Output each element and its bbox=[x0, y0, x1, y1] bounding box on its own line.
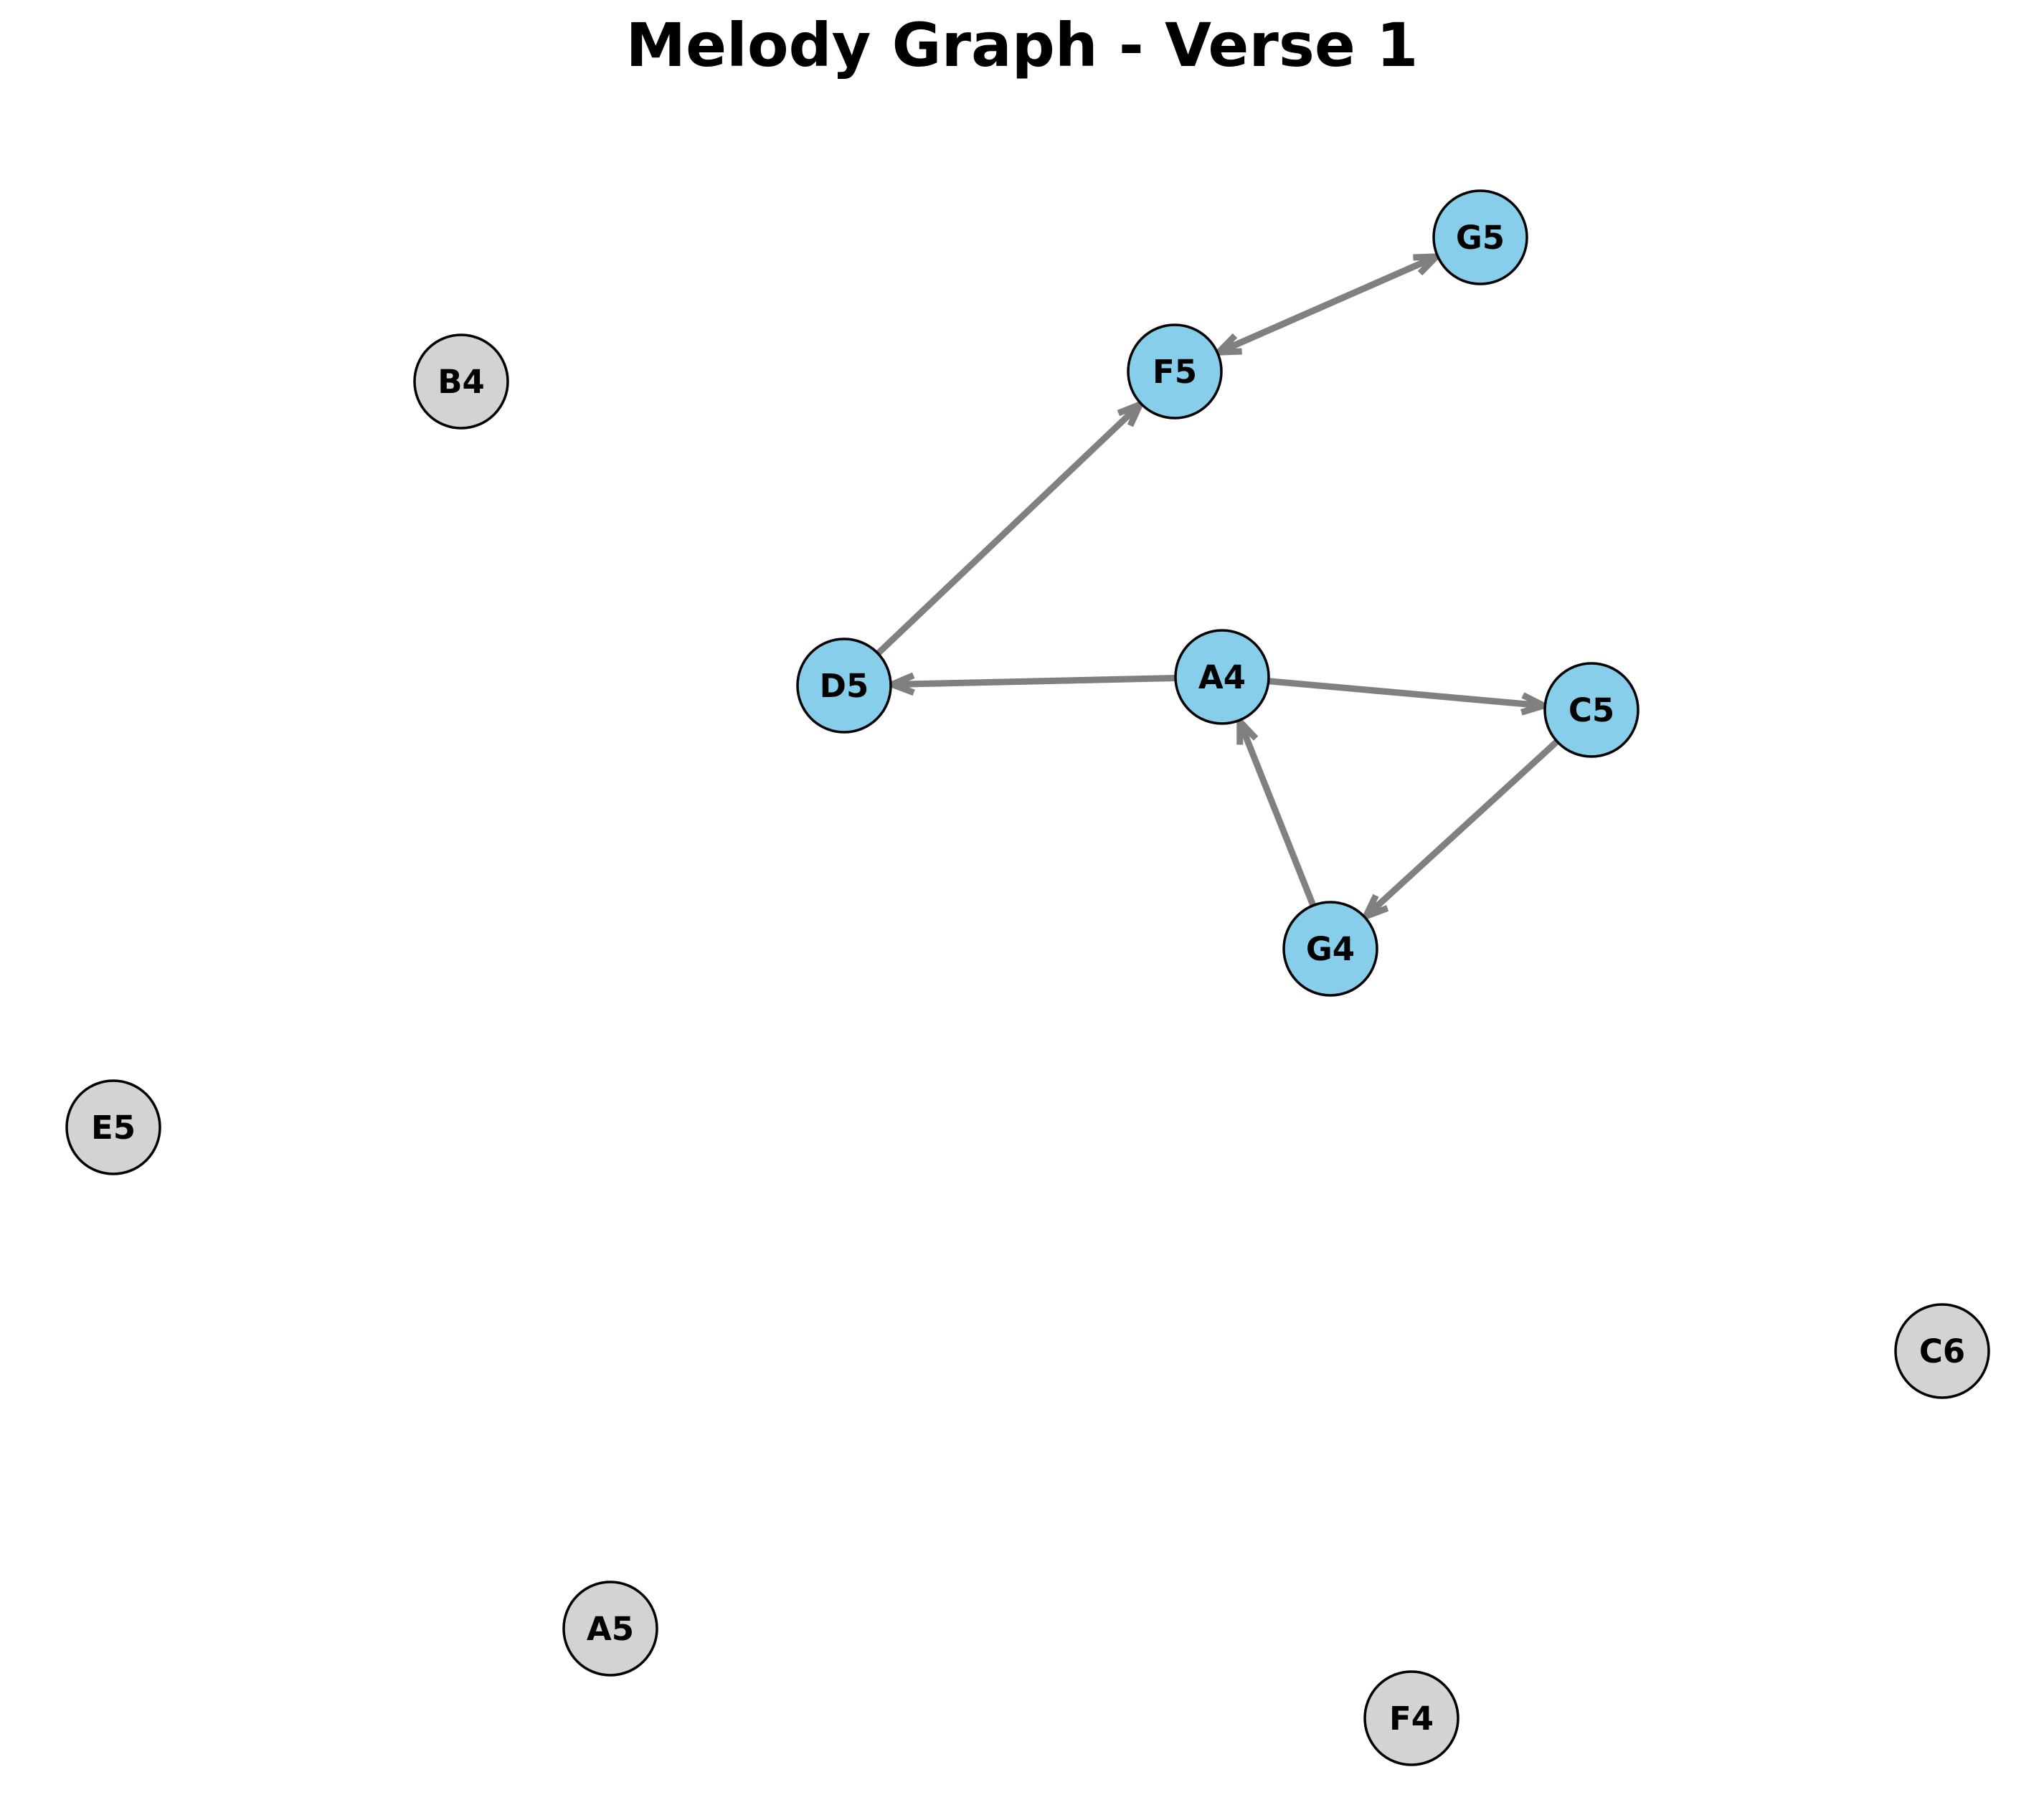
node-circle bbox=[1127, 323, 1223, 420]
edge-line bbox=[876, 407, 1137, 656]
node-G4: G4 bbox=[1282, 901, 1378, 997]
node-C6: C6 bbox=[1894, 1303, 1990, 1399]
node-label: C6 bbox=[1919, 1332, 1965, 1370]
node-circle bbox=[1543, 662, 1640, 758]
node-circle bbox=[65, 1079, 161, 1175]
edge-C5-G4 bbox=[1359, 739, 1560, 922]
node-C5: C5 bbox=[1543, 662, 1640, 758]
node-B4: B4 bbox=[413, 333, 509, 430]
edge-G4-A4 bbox=[1236, 713, 1317, 907]
node-label: B4 bbox=[437, 363, 485, 401]
node-D5: D5 bbox=[796, 638, 892, 734]
node-E5: E5 bbox=[65, 1079, 161, 1175]
edge-G5-F5 bbox=[1211, 253, 1439, 356]
arrowhead bbox=[1117, 398, 1147, 427]
nodes-layer: G5 F5 D5 A4 C5 G4 B4 E5 C6 A5 F4 bbox=[65, 189, 1990, 1766]
node-circle bbox=[796, 638, 892, 734]
node-label: D5 bbox=[820, 667, 869, 705]
node-circle bbox=[1363, 1670, 1459, 1766]
edge-line bbox=[1268, 678, 1537, 709]
node-label: A5 bbox=[587, 1610, 634, 1648]
node-F5: F5 bbox=[1127, 323, 1223, 420]
node-label: A4 bbox=[1198, 658, 1246, 696]
node-label: F4 bbox=[1389, 1700, 1434, 1738]
edges-layer bbox=[876, 253, 1560, 922]
graph-title: Melody Graph - Verse 1 bbox=[625, 10, 1418, 80]
node-A4: A4 bbox=[1174, 629, 1270, 725]
node-circle bbox=[1282, 901, 1378, 997]
edge-D5-F5 bbox=[876, 398, 1147, 656]
node-circle bbox=[562, 1581, 658, 1677]
edge-line bbox=[1239, 726, 1317, 907]
node-label: C5 bbox=[1569, 691, 1614, 729]
edge-line bbox=[1368, 739, 1560, 914]
arrowhead bbox=[1520, 692, 1553, 716]
node-A5: A5 bbox=[562, 1581, 658, 1677]
node-label: F5 bbox=[1153, 353, 1197, 391]
arrowhead bbox=[883, 672, 915, 696]
node-circle bbox=[1432, 189, 1528, 285]
node-G5: G5 bbox=[1432, 189, 1528, 285]
node-circle bbox=[1174, 629, 1270, 725]
edge-A4-D5 bbox=[883, 672, 1176, 696]
arrowhead bbox=[1211, 333, 1242, 356]
node-F4: F4 bbox=[1363, 1670, 1459, 1766]
node-circle bbox=[1894, 1303, 1990, 1399]
arrowhead bbox=[1236, 713, 1259, 745]
edge-A4-C5 bbox=[1268, 678, 1553, 716]
edge-line bbox=[899, 674, 1176, 688]
node-circle bbox=[413, 333, 509, 430]
edge-line bbox=[1224, 253, 1439, 353]
node-label: E5 bbox=[91, 1109, 136, 1147]
node-label: G5 bbox=[1456, 219, 1505, 257]
arrowhead bbox=[1359, 894, 1389, 922]
node-label: G4 bbox=[1306, 930, 1355, 968]
